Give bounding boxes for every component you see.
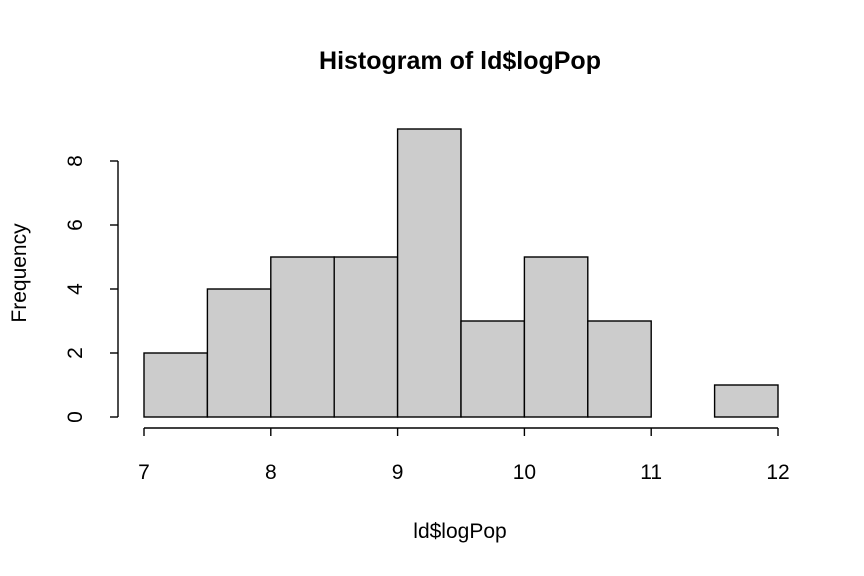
bars-group xyxy=(143,128,779,418)
x-tick-label: 10 xyxy=(513,461,536,484)
y-tick-label: 4 xyxy=(64,283,87,295)
histogram-bar xyxy=(206,288,272,418)
histogram-bar xyxy=(333,256,399,418)
y-tick-label: 8 xyxy=(64,155,87,167)
x-tick-label: 7 xyxy=(138,461,150,484)
x-tick-label: 11 xyxy=(640,461,662,484)
x-axis-label: ld$logPop xyxy=(413,520,506,543)
histogram-bar xyxy=(396,128,462,418)
histogram-bar xyxy=(270,256,335,418)
x-tick-label: 9 xyxy=(392,461,404,484)
histogram-bar xyxy=(587,320,652,418)
histogram-bar xyxy=(523,256,589,418)
y-axis: 0 2 4 6 8 xyxy=(64,155,119,423)
x-tick-label: 8 xyxy=(265,461,277,484)
x-tick-label: 12 xyxy=(766,461,789,484)
histogram-bar xyxy=(143,352,209,418)
y-tick-label: 2 xyxy=(64,347,87,359)
y-tick-label: 0 xyxy=(64,411,87,423)
histogram-bar xyxy=(460,320,526,418)
y-axis-label: Frequency xyxy=(8,223,31,323)
y-tick-label: 6 xyxy=(64,219,87,231)
chart-title: Histogram of ld$logPop xyxy=(319,47,601,75)
x-axis: 7 8 9 10 11 12 xyxy=(138,427,790,484)
histogram-bar xyxy=(713,384,779,418)
